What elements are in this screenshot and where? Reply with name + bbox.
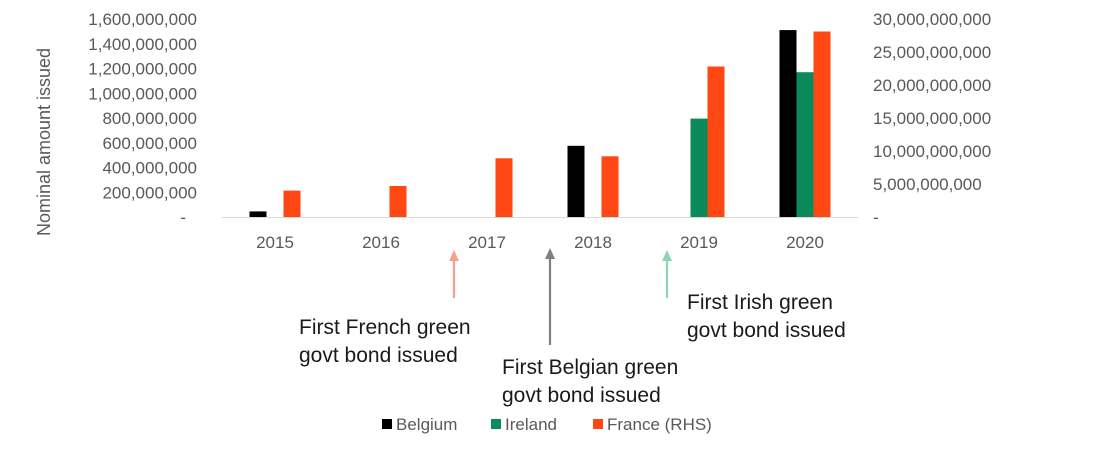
- annotation-text: First Belgian green: [502, 356, 678, 379]
- x-tick-label: 2017: [468, 233, 506, 252]
- left-tick-label: 600,000,000: [102, 134, 197, 153]
- annotations: First French green govt bond issued First …: [299, 248, 846, 407]
- legend-label: Ireland: [505, 415, 557, 434]
- left-tick-label: -: [180, 208, 186, 227]
- bar-ireland-2019: [690, 118, 708, 217]
- x-tick-label: 2020: [786, 233, 824, 252]
- annotation-arrow-head: [545, 248, 555, 259]
- right-tick-label: 25,000,000,000: [873, 43, 991, 62]
- y-axis-label: Nominal amount issued: [34, 48, 54, 236]
- x-tick-label: 2018: [574, 233, 612, 252]
- left-tick-label: 1,400,000,000: [88, 35, 197, 54]
- x-axis-ticks: 2015 2016 2017 2018 2019 2020: [256, 233, 824, 252]
- legend-swatch: [593, 419, 603, 429]
- x-tick-label: 2016: [362, 233, 400, 252]
- left-tick-label: 1,000,000,000: [88, 84, 197, 103]
- legend-label: Belgium: [396, 415, 457, 434]
- legend-swatch: [382, 419, 392, 429]
- annotation-text: First Irish green: [687, 291, 833, 314]
- bars: [249, 30, 831, 217]
- left-tick-label: 400,000,000: [102, 159, 197, 178]
- x-tick-label: 2015: [256, 233, 294, 252]
- bar-belgium-2018: [567, 145, 585, 217]
- bar-belgium-2020: [779, 30, 797, 217]
- annotation-text: govt bond issued: [299, 344, 458, 367]
- annotation-text: First French green: [299, 316, 471, 339]
- legend-swatch: [491, 419, 501, 429]
- legend-label: France (RHS): [607, 415, 712, 434]
- annotation-text: govt bond issued: [687, 319, 846, 342]
- bar-france-rhs-2018: [601, 156, 619, 217]
- x-tick-label: 2019: [680, 233, 718, 252]
- right-axis-ticks: - 5,000,000,000 10,000,000,000 15,000,000,0…: [873, 10, 991, 227]
- right-tick-label: 5,000,000,000: [873, 175, 982, 194]
- annotation-text: govt bond issued: [502, 384, 661, 407]
- right-tick-label: 15,000,000,000: [873, 109, 991, 128]
- right-tick-label: -: [873, 208, 879, 227]
- bar-france-rhs-2017: [495, 158, 513, 217]
- bar-france-rhs-2016: [389, 186, 407, 217]
- annotation-arrow-head: [662, 250, 672, 261]
- right-tick-label: 10,000,000,000: [873, 142, 991, 161]
- bar-belgium-2015: [249, 211, 267, 217]
- right-tick-label: 20,000,000,000: [873, 76, 991, 95]
- left-tick-label: 1,200,000,000: [88, 60, 197, 79]
- bar-france-rhs-2019: [707, 66, 725, 217]
- left-tick-label: 1,600,000,000: [88, 10, 197, 29]
- bar-france-rhs-2015: [283, 190, 301, 217]
- legend: Belgium Ireland France (RHS): [382, 415, 712, 434]
- right-tick-label: 30,000,000,000: [873, 10, 991, 29]
- left-tick-label: 800,000,000: [102, 109, 197, 128]
- left-axis-ticks: - 200,000,000 400,000,000 600,000,000 800,00…: [88, 10, 197, 227]
- annotation-arrow-head: [449, 250, 459, 261]
- bar-france-rhs-2020: [813, 31, 831, 217]
- bar-ireland-2020: [796, 72, 814, 217]
- left-tick-label: 200,000,000: [102, 183, 197, 202]
